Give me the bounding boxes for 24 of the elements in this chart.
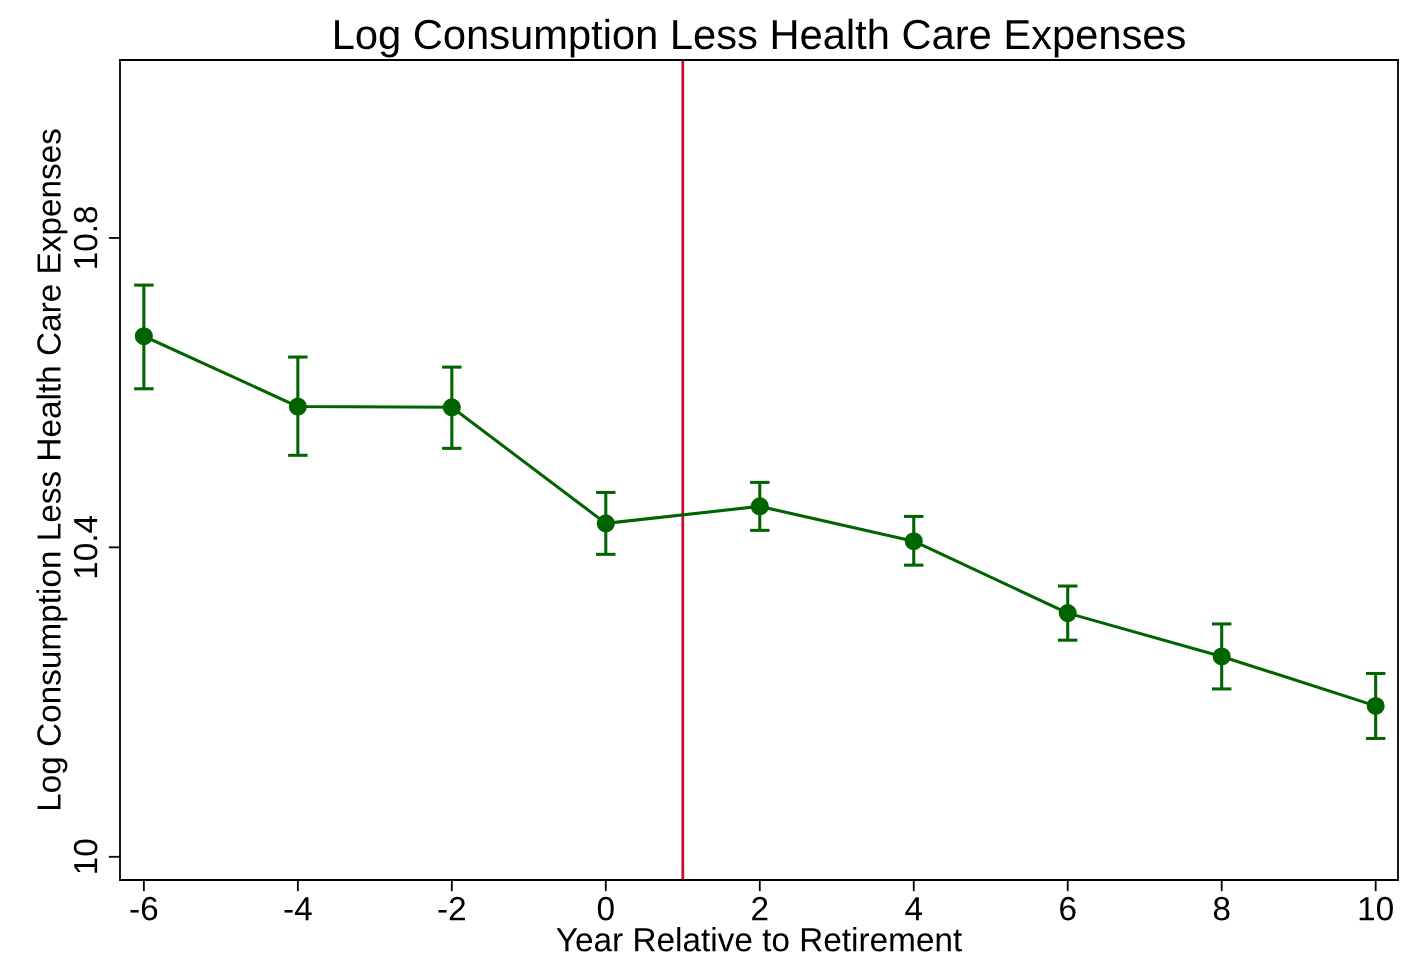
x-tick-label: 0 [597,896,614,921]
chart-title: Log Consumption Less Health Care Expenses [335,18,1185,58]
y-tick-label: 10.8 [73,206,98,268]
point [442,398,461,417]
x-tick-label: -4 [284,897,312,921]
x-tick-label: -6 [130,896,158,921]
x-tick-label: -2 [438,896,465,921]
x-tick-label: 4 [905,897,923,921]
point [750,497,769,516]
x-axis-title: Year Relative to Retirement [556,927,962,952]
x-tick-label: 2 [752,896,768,921]
y-tick-label: 10 [73,839,98,873]
point [134,327,153,346]
point [1212,647,1231,666]
point [288,397,307,416]
y-axis-title: Log Consumption Less Health Care Expenses [36,129,68,810]
point [1366,696,1385,715]
point [1058,604,1077,623]
y-tick-label: 10.4 [73,515,98,578]
x-tick-label: 6 [1060,896,1076,921]
x-tick-label: 10 [1359,896,1393,921]
point [596,514,615,533]
x-tick-label: 8 [1213,896,1230,921]
point [904,532,923,551]
